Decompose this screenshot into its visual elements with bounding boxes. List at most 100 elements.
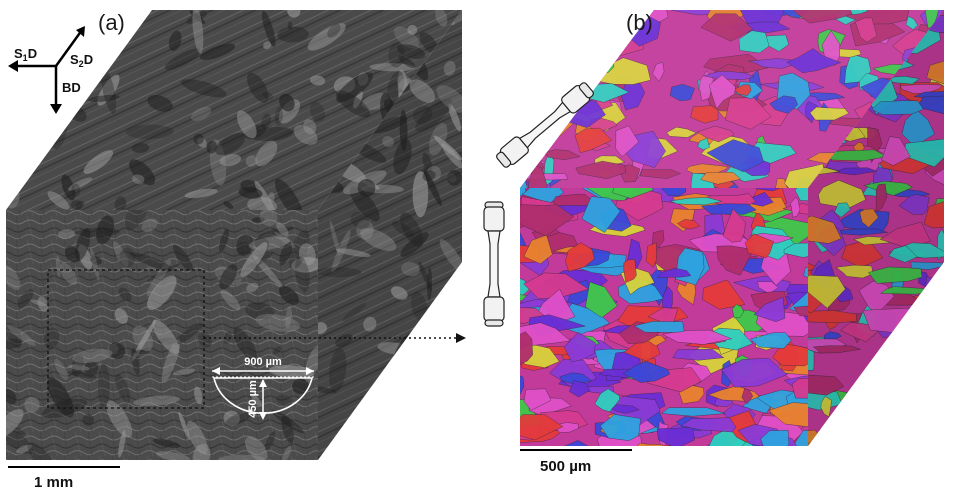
grain bbox=[741, 388, 754, 405]
grain bbox=[573, 38, 593, 71]
grain bbox=[933, 387, 944, 417]
sem-feature bbox=[356, 220, 374, 240]
grain bbox=[769, 95, 798, 114]
grain bbox=[753, 296, 786, 322]
grain bbox=[792, 10, 858, 24]
sem-feature bbox=[6, 85, 29, 108]
sem-feature bbox=[71, 353, 84, 377]
sem-feature bbox=[293, 124, 318, 145]
grain bbox=[927, 364, 944, 374]
sem-feature bbox=[390, 401, 402, 413]
sem-feature bbox=[30, 299, 47, 306]
sem-feature bbox=[67, 177, 93, 191]
grain bbox=[881, 136, 911, 166]
grain bbox=[520, 204, 575, 237]
sem-feature bbox=[353, 90, 363, 109]
sem-feature bbox=[223, 331, 232, 344]
grain bbox=[645, 242, 657, 268]
sem-feature bbox=[119, 247, 136, 268]
grain bbox=[808, 374, 845, 396]
grain bbox=[839, 425, 883, 442]
sem-feature bbox=[298, 243, 316, 266]
grain bbox=[791, 377, 808, 399]
sem-feature bbox=[367, 395, 404, 421]
grain bbox=[533, 80, 557, 93]
sem-feature bbox=[452, 400, 462, 442]
grain bbox=[702, 279, 746, 310]
grain bbox=[803, 266, 808, 282]
sem-feature bbox=[240, 242, 268, 278]
sem-feature bbox=[128, 159, 156, 186]
grain bbox=[639, 169, 682, 179]
sem-feature bbox=[399, 109, 408, 151]
bd-arrow-head bbox=[50, 104, 62, 114]
grain bbox=[645, 444, 704, 446]
sem-feature bbox=[178, 411, 190, 440]
sem-feature bbox=[193, 133, 204, 145]
sem-feature bbox=[6, 264, 21, 291]
grain bbox=[520, 372, 525, 395]
sem-feature bbox=[278, 285, 299, 305]
sem-feature bbox=[27, 442, 55, 460]
sem-feature bbox=[43, 327, 60, 350]
sem-feature bbox=[291, 257, 318, 273]
grain bbox=[561, 37, 617, 63]
sem-feature bbox=[6, 408, 24, 439]
grain bbox=[700, 13, 754, 42]
grain bbox=[774, 178, 788, 188]
grain bbox=[532, 67, 566, 76]
grain bbox=[523, 234, 553, 265]
sem-feature bbox=[248, 236, 291, 250]
sem-feature bbox=[416, 321, 444, 328]
inset-region-box bbox=[47, 269, 205, 409]
panel-a-scale-label: 1 mm bbox=[34, 474, 73, 491]
panel-b-cube bbox=[520, 10, 944, 446]
sem-feature bbox=[6, 324, 36, 346]
grain bbox=[523, 388, 552, 411]
sem-feature bbox=[67, 371, 97, 379]
sem-feature bbox=[390, 286, 408, 300]
grain bbox=[574, 127, 613, 153]
grain bbox=[905, 16, 918, 30]
sem-feature bbox=[274, 106, 284, 126]
sem-feature bbox=[264, 431, 276, 451]
tensile-specimen-horizontal bbox=[496, 82, 594, 168]
grain bbox=[696, 125, 735, 143]
grain bbox=[612, 188, 654, 199]
sem-feature bbox=[393, 139, 412, 175]
sem-feature bbox=[277, 26, 309, 43]
sem-feature bbox=[367, 392, 386, 429]
grain bbox=[670, 208, 696, 232]
grain bbox=[808, 310, 857, 324]
sem-feature bbox=[68, 364, 90, 371]
sem-feature bbox=[329, 220, 340, 256]
grain bbox=[860, 431, 909, 446]
sem-feature bbox=[186, 420, 208, 455]
grain bbox=[808, 437, 875, 446]
grain bbox=[786, 48, 842, 74]
sem-feature bbox=[199, 43, 236, 60]
sem-feature bbox=[112, 241, 129, 267]
sem-feature bbox=[392, 221, 414, 238]
grain bbox=[662, 329, 733, 345]
grain bbox=[917, 94, 944, 115]
grain bbox=[633, 321, 685, 333]
grain bbox=[905, 333, 920, 357]
s1d-arrow-head bbox=[8, 60, 18, 72]
sem-feature bbox=[43, 24, 57, 36]
sem-feature bbox=[278, 99, 301, 124]
sem-feature bbox=[389, 410, 395, 442]
grain bbox=[563, 332, 596, 363]
sem-feature bbox=[131, 174, 145, 184]
grain bbox=[565, 242, 595, 272]
sem-feature bbox=[245, 302, 275, 320]
sem-feature bbox=[303, 119, 317, 135]
grain bbox=[928, 377, 943, 392]
grain bbox=[823, 331, 842, 340]
sem-feature bbox=[252, 254, 283, 288]
sem-feature bbox=[172, 368, 196, 376]
sem-feature bbox=[152, 438, 181, 448]
sem-feature bbox=[288, 230, 310, 270]
sem-feature bbox=[108, 342, 125, 359]
grain bbox=[855, 17, 878, 43]
